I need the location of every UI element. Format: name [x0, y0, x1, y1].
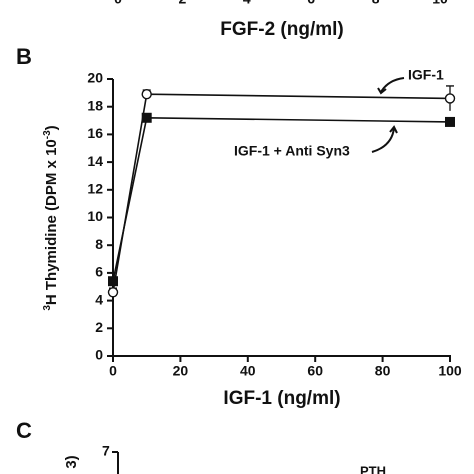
- arrow-head: [377, 87, 387, 95]
- y-tick-label: 20: [87, 70, 103, 86]
- y-axis-title: 3): [63, 455, 80, 468]
- legend-label: IGF-1 + Anti Syn3: [234, 143, 350, 159]
- y-tick-label: 2: [95, 319, 103, 335]
- x-tick-label: 100: [438, 363, 462, 379]
- y-tick-label: 6: [95, 264, 103, 280]
- panel-label: B: [16, 44, 32, 69]
- series-line: [112, 93, 451, 293]
- x-tick-label: 0: [114, 0, 122, 7]
- arrow-head: [389, 125, 398, 134]
- x-tick-label: 10: [432, 0, 448, 7]
- x-tick-label: 6: [307, 0, 315, 7]
- y-tick-label: 18: [87, 97, 103, 113]
- marker: [107, 287, 119, 298]
- y-tick-label: 4: [95, 291, 103, 307]
- arrow: [380, 77, 405, 93]
- arrow: [371, 127, 395, 153]
- y-tick-label: 7: [102, 443, 110, 459]
- y-title-text: H Thymidine (DPM x 10: [43, 139, 60, 305]
- y-tick-label: 16: [87, 125, 103, 141]
- y-tick-label: 10: [87, 208, 103, 224]
- legend-label: IGF-1: [408, 67, 444, 83]
- marker: [445, 116, 455, 127]
- marker: [108, 276, 118, 287]
- y-tick-label: 8: [95, 236, 103, 252]
- marker: [141, 89, 152, 100]
- y-axis-title: 3H Thymidine (DPM x 10-3): [42, 125, 60, 310]
- x-tick-label: 0: [109, 363, 117, 379]
- x-tick-label: 40: [240, 363, 256, 379]
- x-tick-label: 2: [179, 0, 187, 7]
- y-title-sup: 3: [42, 305, 53, 311]
- panel-a-x-label: FGF-2 (ng/ml): [220, 19, 343, 40]
- y-title-sup: -3: [42, 130, 53, 139]
- annotation: PTH: [360, 463, 386, 474]
- y-tick-label: 12: [87, 181, 103, 197]
- y-tick-label: 14: [87, 153, 103, 169]
- x-tick-label: 8: [372, 0, 380, 7]
- panel-label: C: [16, 418, 32, 443]
- y-title-text: ): [43, 125, 60, 130]
- marker: [444, 93, 456, 104]
- x-tick-label: 80: [375, 363, 391, 379]
- x-tick-label: 20: [173, 363, 189, 379]
- x-tick-label: 60: [307, 363, 323, 379]
- x-axis-title: IGF-1 (ng/ml): [223, 388, 340, 409]
- x-tick-label: 4: [243, 0, 251, 7]
- y-tick-label: 0: [95, 347, 103, 363]
- marker: [141, 112, 152, 123]
